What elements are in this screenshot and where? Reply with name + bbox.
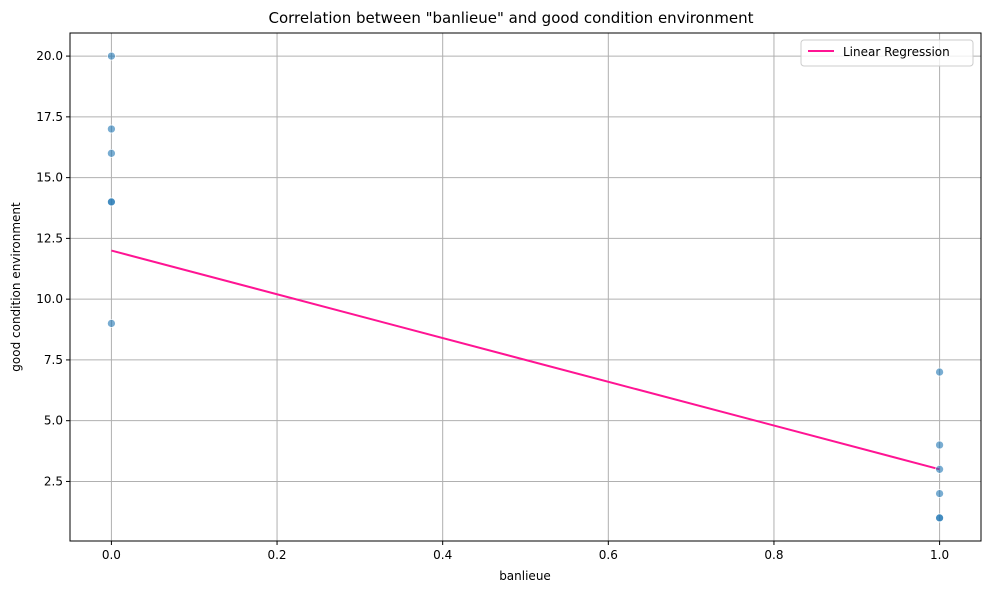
- x-axis-label: banlieue: [499, 569, 551, 583]
- legend: Linear Regression: [800, 39, 974, 67]
- data-point: [107, 148, 116, 158]
- y-tick-label: 2.5: [44, 474, 63, 488]
- y-tick-label: 20.0: [36, 49, 63, 63]
- y-tick-label: 15.0: [36, 171, 63, 185]
- data-point: [107, 51, 116, 61]
- y-tick-label: 5.0: [44, 414, 63, 428]
- y-axis-label: good condition environment: [9, 202, 23, 372]
- x-tick-label: 0.0: [102, 548, 121, 562]
- data-point: [107, 124, 116, 134]
- x-axis-ticks: 0.0 0.2 0.4 0.6 0.8 1.0: [102, 541, 949, 562]
- data-point: [107, 197, 116, 207]
- y-tick-label: 12.5: [36, 231, 63, 245]
- plot-frame: [69, 32, 982, 542]
- x-tick-label: 0.2: [267, 548, 286, 562]
- data-point: [935, 464, 944, 474]
- y-tick-label: 10.0: [36, 292, 63, 306]
- regression-line-group: [111, 249, 940, 471]
- chart-title: Correlation between "banlieue" and good …: [268, 9, 753, 27]
- data-point: [935, 367, 944, 377]
- data-point: [107, 319, 116, 328]
- x-tick-label: 0.4: [433, 548, 452, 562]
- legend-box: [800, 39, 974, 67]
- y-tick-label: 17.5: [36, 110, 63, 124]
- data-point: [935, 489, 944, 498]
- regression-line: [111, 249, 940, 471]
- x-tick-label: 0.6: [599, 548, 618, 562]
- legend-label-regression: Linear Regression: [843, 45, 950, 59]
- data-point: [935, 513, 944, 523]
- scatter-points: [107, 51, 944, 523]
- y-tick-label: 7.5: [44, 353, 63, 367]
- x-tick-label: 1.0: [930, 548, 949, 562]
- x-tick-label: 0.8: [764, 548, 783, 562]
- data-point: [935, 440, 944, 450]
- y-axis-ticks: 2.5 5.0 7.5 10.0 12.5 15.0 17.5 20.0: [36, 49, 70, 488]
